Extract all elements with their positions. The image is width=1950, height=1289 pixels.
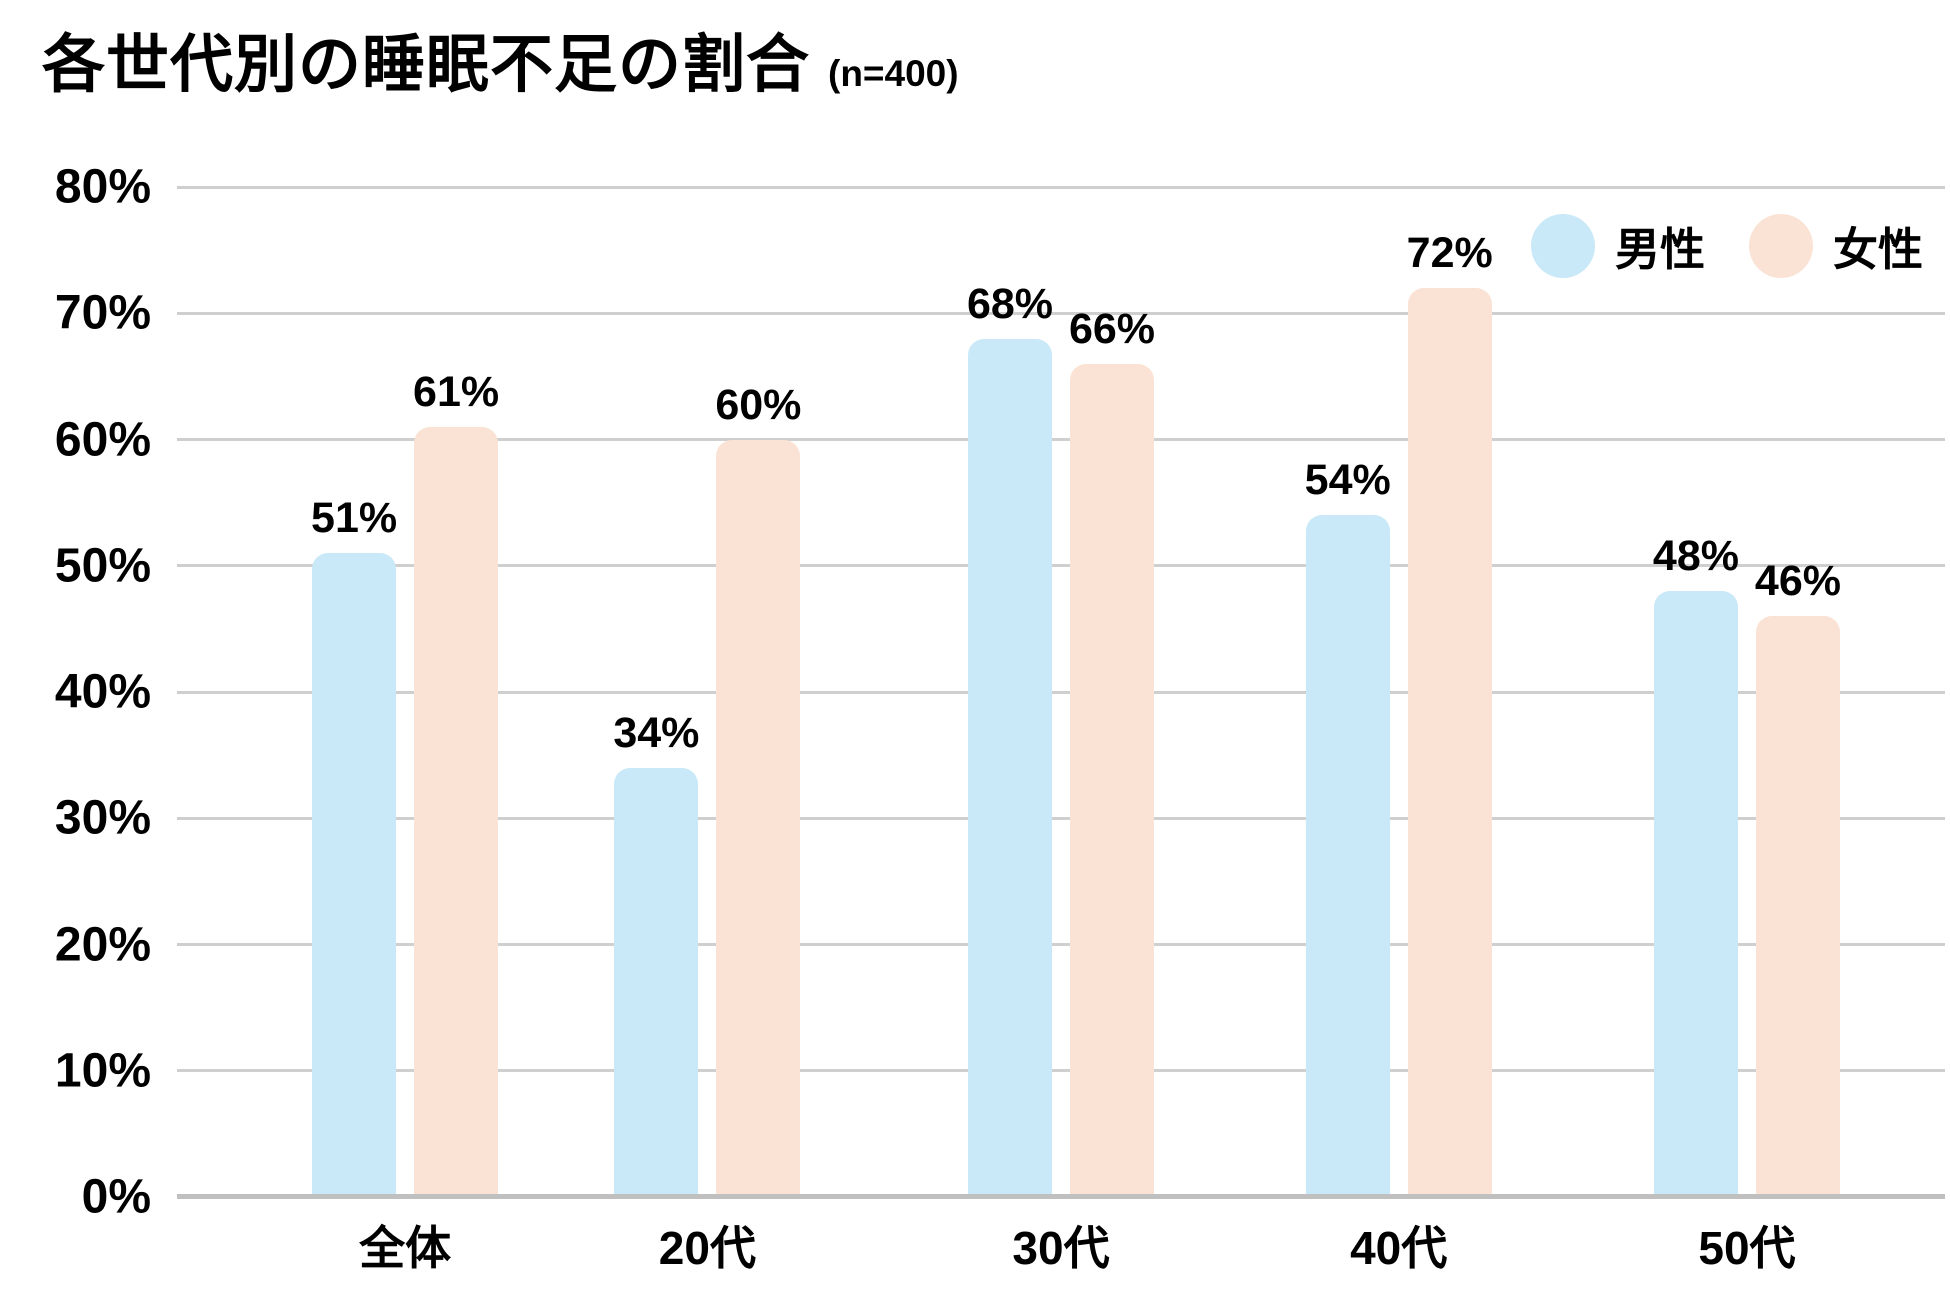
gridline <box>177 185 1945 189</box>
gridline <box>177 311 1945 315</box>
gridline <box>177 564 1945 568</box>
bar-value-label: 51% <box>311 494 398 543</box>
legend-swatch-female <box>1748 213 1813 278</box>
chart-header: 各世代別の睡眠不足の割合 (n=400) <box>42 14 959 105</box>
plot-area: 0% 10% 20% 30% 40% 50% 60% 70% 80% 51% 61% 34% 60% 6… <box>55 161 1945 1224</box>
bar-value-label: 34% <box>613 708 700 757</box>
bar-male <box>968 338 1052 1197</box>
gridline <box>177 816 1945 820</box>
y-axis-tick: 20% <box>54 918 151 971</box>
x-axis-label: 30代 <box>1012 1222 1110 1274</box>
legend-label-male: 男性 <box>1614 224 1705 275</box>
bar-female <box>414 426 499 1197</box>
y-axis-tick: 40% <box>54 665 151 719</box>
bar-value-label: 61% <box>413 367 500 416</box>
chart-title: 各世代別の睡眠不足の割合 <box>42 30 810 100</box>
x-axis-label: 50代 <box>1698 1222 1796 1274</box>
legend-item-male: 男性 <box>1530 213 1705 278</box>
y-axis-tick: 30% <box>54 791 151 845</box>
bar-value-label: 54% <box>1304 456 1391 505</box>
x-axis-label: 40代 <box>1350 1222 1448 1274</box>
y-axis-tick: 10% <box>54 1044 151 1098</box>
y-axis-tick: 0% <box>81 1170 151 1224</box>
x-axis-label: 全体 <box>359 1222 452 1274</box>
gridline <box>177 690 1945 694</box>
bar-male <box>614 767 699 1197</box>
bar-male <box>312 553 397 1197</box>
legend-label-female: 女性 <box>1832 224 1923 275</box>
bar-female <box>1407 288 1492 1197</box>
bar-female <box>1755 616 1840 1197</box>
bar-value-label: 48% <box>1652 532 1740 580</box>
bar-value-label: 66% <box>1068 304 1156 353</box>
x-axis-labels: 全体 20代 30代 40代 50代 <box>177 1212 1945 1274</box>
legend-swatch-male <box>1530 213 1595 278</box>
bar-male <box>1653 591 1738 1197</box>
bar-value-label: 68% <box>966 279 1054 328</box>
gridline <box>177 438 1945 441</box>
bar-female <box>1070 363 1154 1197</box>
gridline <box>177 943 1945 946</box>
bar-value-label: 46% <box>1754 557 1842 606</box>
gridline <box>177 1069 1945 1073</box>
x-axis-label: 20代 <box>658 1222 756 1274</box>
y-axis-tick: 50% <box>54 539 151 593</box>
bar-value-label: 72% <box>1406 229 1493 277</box>
bar-value-label: 60% <box>715 380 802 429</box>
y-axis-tick: 60% <box>54 413 151 466</box>
chart-subtitle: (n=400) <box>828 53 959 94</box>
bar-female <box>716 439 801 1197</box>
x-axis-line <box>177 1194 1945 1199</box>
legend-item-female: 女性 <box>1748 213 1923 278</box>
y-axis-tick: 80% <box>54 160 151 214</box>
legend: 男性 女性 <box>1530 213 1923 278</box>
bar-male <box>1305 515 1390 1197</box>
y-axis-tick: 70% <box>54 286 151 340</box>
